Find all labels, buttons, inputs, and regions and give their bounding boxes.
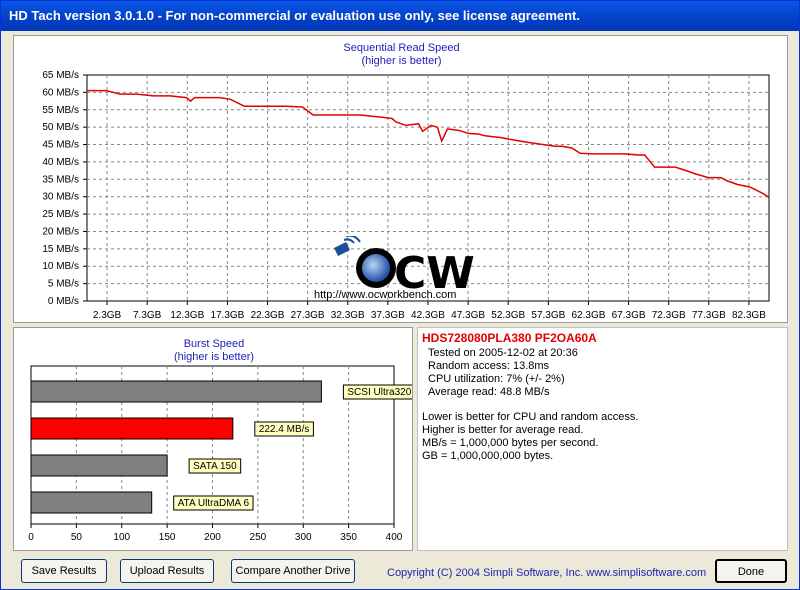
- note-higher-better: Higher is better for average read.: [422, 424, 584, 436]
- burst-tick-label: 350: [340, 532, 357, 543]
- x-tick-label: 32.3GB: [331, 310, 365, 321]
- burst-bar-label-box: [342, 384, 412, 400]
- burst-bar-label: 222.4 MB/s: [254, 421, 314, 437]
- x-tick-label: 77.3GB: [692, 310, 726, 321]
- y-tick-label: 50 MB/s: [42, 122, 79, 133]
- sequential-chart-title: Sequential Read Speed: [343, 42, 460, 54]
- random-access: Random access: 13.8ms: [428, 360, 550, 372]
- ocw-watermark-logo: CW: [332, 234, 482, 299]
- x-tick-label: 17.3GB: [210, 310, 244, 321]
- sequential-chart-subtitle: (higher is better): [361, 55, 442, 67]
- burst-bar-label-box: [173, 495, 254, 511]
- burst-bar: [30, 417, 234, 440]
- burst-chart-title: Burst Speed: [183, 338, 245, 350]
- burst-bar-label-box: [254, 421, 314, 437]
- burst-tick-label: 400: [386, 532, 403, 543]
- burst-bar-label: ATA UltraDMA 6: [173, 495, 254, 511]
- x-tick-label: 2.3GB: [93, 310, 122, 321]
- watermark-url: http://www.ocworkbench.com: [314, 289, 457, 301]
- copyright-link[interactable]: Copyright (C) 2004 Simpli Software, Inc.…: [387, 567, 707, 579]
- burst-bar-label-text: ATA UltraDMA 6: [178, 498, 250, 509]
- y-tick-label: 35 MB/s: [42, 174, 79, 185]
- read-speed-line: [87, 89, 770, 199]
- done-button[interactable]: Done: [715, 559, 787, 583]
- burst-speed-panel: Burst Speed (higher is better) 0 50 100 150…: [13, 327, 413, 551]
- upload-results-button[interactable]: Upload Results: [120, 559, 214, 583]
- x-tick-label: 37.3GB: [371, 310, 405, 321]
- burst-bar: [30, 491, 153, 514]
- drive-model: HDS728080PLA380 PF2OA60A: [422, 331, 597, 345]
- note-gb-definition: GB = 1,000,000,000 bytes.: [422, 450, 554, 462]
- burst-tick-label: 250: [250, 532, 267, 543]
- burst-tick-label: 100: [113, 532, 130, 543]
- y-tick-label: 60 MB/s: [42, 87, 79, 98]
- compare-another-drive-button[interactable]: Compare Another Drive: [231, 559, 355, 583]
- sequential-read-panel: Sequential Read Speed (higher is better)…: [13, 35, 788, 323]
- note-lower-better: Lower is better for CPU and random acces…: [422, 411, 639, 423]
- x-tick-label: 52.3GB: [491, 310, 525, 321]
- save-results-button[interactable]: Save Results: [21, 559, 107, 583]
- note-mbs-definition: MB/s = 1,000,000 bytes per second.: [422, 437, 599, 449]
- y-tick-label: 65 MB/s: [42, 70, 79, 81]
- burst-tick-label: 150: [159, 532, 176, 543]
- y-tick-label: 0 MB/s: [48, 296, 79, 307]
- burst-tick-label: 200: [204, 532, 221, 543]
- x-tick-label: 57.3GB: [531, 310, 565, 321]
- svg-text:CW: CW: [394, 248, 475, 292]
- tested-date: Tested on 2005-12-02 at 20:36: [428, 347, 578, 359]
- burst-bar-label: SATA 150: [188, 458, 242, 474]
- burst-tick-label: 300: [295, 532, 312, 543]
- x-tick-label: 7.3GB: [133, 310, 162, 321]
- x-tick-label: 22.3GB: [251, 310, 285, 321]
- average-read: Average read: 48.8 MB/s: [428, 386, 550, 398]
- ocw-logo-icon: CW: [334, 234, 475, 299]
- burst-bar-label: SCSI Ultra320: [342, 384, 412, 400]
- y-tick-label: 40 MB/s: [42, 157, 79, 168]
- burst-bar: [30, 380, 322, 403]
- burst-bar-label-text: SCSI Ultra320: [347, 387, 411, 398]
- y-tick-label: 10 MB/s: [42, 261, 79, 272]
- y-tick-label: 25 MB/s: [42, 209, 79, 220]
- y-tick-label: 20 MB/s: [42, 226, 79, 237]
- burst-tick-label: 0: [28, 532, 34, 543]
- y-tick-label: 15 MB/s: [42, 244, 79, 255]
- burst-speed-chart: 0 50 100 150 200 250 300 350 400 SCSI Ultra320 222…: [28, 365, 412, 543]
- drive-info-panel: HDS728080PLA380 PF2OA60A Tested on 2005-…: [417, 327, 788, 551]
- y-tick-label: 5 MB/s: [48, 279, 79, 290]
- burst-tick-label: 50: [71, 532, 83, 543]
- x-tick-label: 82.3GB: [732, 310, 766, 321]
- burst-bar-label-text: 222.4 MB/s: [259, 424, 310, 435]
- y-tick-label: 30 MB/s: [42, 192, 79, 203]
- x-tick-label: 12.3GB: [170, 310, 204, 321]
- sequential-read-chart: 65 MB/s 60 MB/s 55 MB/s 50 MB/s 45 MB/s 40 MB…: [42, 70, 770, 321]
- burst-bar: [30, 454, 168, 477]
- y-tick-label: 45 MB/s: [42, 140, 79, 151]
- x-tick-label: 47.3GB: [451, 310, 485, 321]
- burst-chart-subtitle: (higher is better): [173, 351, 255, 363]
- x-tick-label: 27.3GB: [291, 310, 325, 321]
- x-tick-label: 67.3GB: [612, 310, 646, 321]
- y-tick-label: 55 MB/s: [42, 105, 79, 116]
- burst-bar-label-box: [188, 458, 242, 474]
- x-tick-label: 72.3GB: [652, 310, 686, 321]
- burst-bar-label-text: SATA 150: [193, 461, 237, 472]
- x-tick-label: 42.3GB: [411, 310, 445, 321]
- window-title: HD Tach version 3.0.1.0 - For non-commer…: [1, 1, 799, 31]
- x-tick-label: 62.3GB: [572, 310, 606, 321]
- cpu-utilization: CPU utilization: 7% (+/- 2%): [428, 373, 565, 385]
